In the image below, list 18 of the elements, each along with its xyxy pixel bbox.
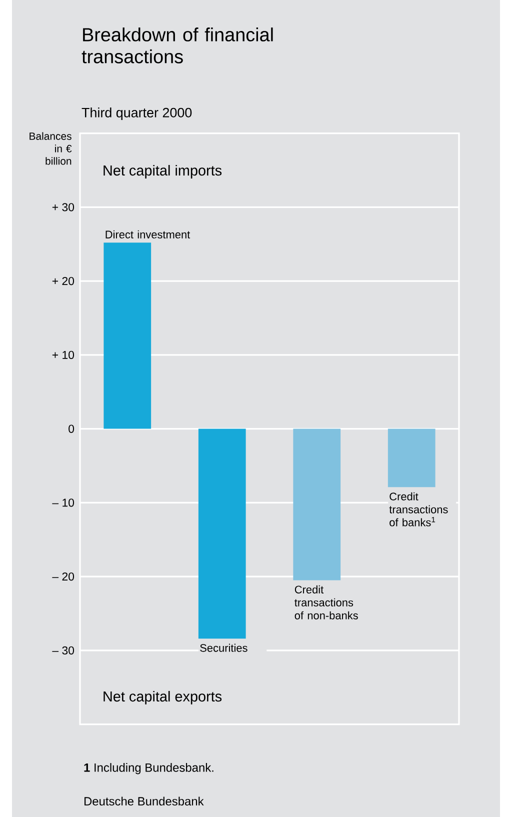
x-tick-label: Direct investment (106, 230, 190, 238)
y-tick-label: + 20 (52, 276, 74, 286)
y-tick-label: + 10 (52, 350, 74, 359)
x-tick-label: Securities (200, 644, 248, 652)
y-axis-title: Balances in € billion (30, 132, 72, 165)
text: Deutsche Bundesbank (84, 796, 204, 806)
x-tick-label: Credit transactions of non-banks (294, 585, 358, 620)
x-tick-label: Credit transactions of banks$^{1}$ (389, 492, 448, 526)
annotation: Net capital exports (104, 690, 222, 704)
y-tick-label: – 20 (52, 572, 74, 581)
text: 1 Including Bundesbank. (84, 763, 214, 774)
chart-subtitle: Third quarter 2000 (82, 108, 192, 120)
y-tick-label: + 30 (52, 203, 74, 212)
annotation: Net capital imports (104, 164, 222, 178)
y-tick-label: – 30 (52, 646, 74, 654)
y-tick-label: 0 (68, 424, 74, 433)
chart-title: Breakdown of financial transactions (82, 28, 273, 64)
y-tick-label: – 10 (52, 498, 74, 507)
